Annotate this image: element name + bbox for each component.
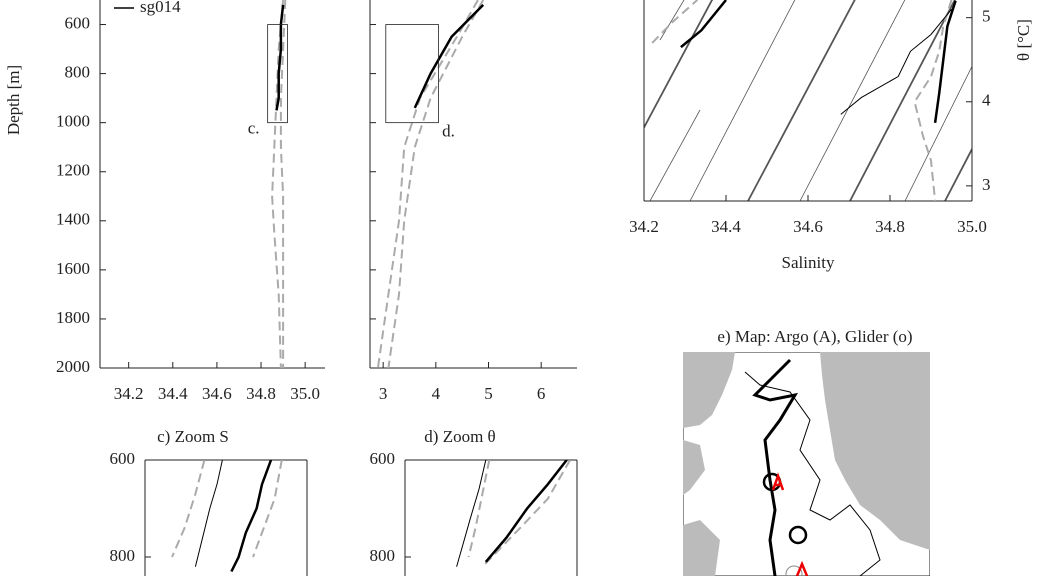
profile-line <box>840 8 952 115</box>
density-contours <box>644 0 972 201</box>
profile-line <box>484 460 568 563</box>
x-tick-label: 34.8 <box>246 384 276 403</box>
y-tick-label: 1000 <box>56 112 90 131</box>
zoom-box-label: d. <box>442 122 455 141</box>
series-group <box>456 460 571 568</box>
y-tick-label: 4 <box>982 91 991 110</box>
panel-title: c) Zoom S <box>157 427 229 446</box>
glider-track <box>752 358 799 576</box>
series-group <box>171 460 283 573</box>
glider-marker <box>788 525 808 545</box>
legend-label: sg014 <box>140 0 181 16</box>
glider-marker <box>785 565 803 576</box>
profile-line <box>680 0 727 49</box>
profile-line <box>376 0 479 368</box>
y-tick-label: 1800 <box>56 308 90 327</box>
profile-line <box>413 4 485 109</box>
x-tick-label: 34.6 <box>793 217 823 236</box>
series-group <box>271 0 287 368</box>
panel-title: e) Map: Argo (A), Glider (o) <box>717 327 912 346</box>
land <box>683 440 705 495</box>
x-tick-label: 34.2 <box>629 217 659 236</box>
x-axis-label: Salinity <box>782 253 835 272</box>
y-tick-label: 600 <box>110 449 136 468</box>
profile-line <box>271 0 285 368</box>
zoom-box-label: c. <box>248 119 260 138</box>
y-tick-label: 800 <box>370 546 396 565</box>
y-tick-label: 1600 <box>56 259 90 278</box>
map <box>683 352 930 576</box>
x-tick-label: 34.6 <box>202 384 232 403</box>
zoom-box <box>385 24 439 124</box>
y-tick-label: 1400 <box>56 210 90 229</box>
x-tick-label: 35.0 <box>957 217 987 236</box>
profile-line <box>275 4 285 111</box>
y-tick-label: 800 <box>65 63 91 82</box>
land <box>683 352 735 428</box>
x-tick-label: 3 <box>379 384 388 403</box>
y-tick-label: 800 <box>110 546 136 565</box>
x-tick-label: 4 <box>432 384 441 403</box>
series-group <box>376 0 485 368</box>
panel-title: d) Zoom θ <box>424 427 495 446</box>
y-axis-label: θ [°C] <box>1014 19 1033 61</box>
x-tick-label: 34.2 <box>114 384 144 403</box>
profile-line <box>252 460 283 558</box>
y-tick-label: 1200 <box>56 161 90 180</box>
profile-line <box>171 460 206 558</box>
land <box>683 520 720 576</box>
y-tick-label: 600 <box>370 449 396 468</box>
profile-line <box>481 460 571 568</box>
series-group <box>651 0 957 201</box>
glider-track <box>744 371 881 576</box>
profile-line <box>279 0 287 368</box>
profile-line <box>194 460 223 567</box>
zoom-box <box>267 24 288 124</box>
y-tick-label: 3 <box>982 175 991 194</box>
land <box>820 352 930 550</box>
profile-line <box>230 460 273 573</box>
profile-line <box>651 0 698 44</box>
argo-marker <box>771 472 785 491</box>
profile-line <box>387 0 485 368</box>
y-axis-label: Depth [m] <box>4 65 23 135</box>
profile-line <box>456 460 487 567</box>
y-tick-label: 5 <box>982 7 991 26</box>
x-tick-label: 34.8 <box>875 217 905 236</box>
y-tick-label: 600 <box>65 13 91 32</box>
profile-line <box>913 0 953 201</box>
x-tick-label: 35.0 <box>290 384 320 403</box>
x-tick-label: 6 <box>537 384 546 403</box>
x-tick-label: 34.4 <box>711 217 741 236</box>
x-tick-label: 5 <box>484 384 493 403</box>
y-tick-label: 2000 <box>56 357 90 376</box>
profile-line <box>467 460 491 558</box>
argo-marker <box>795 560 809 576</box>
x-tick-label: 34.4 <box>158 384 188 403</box>
profile-line <box>933 0 957 123</box>
